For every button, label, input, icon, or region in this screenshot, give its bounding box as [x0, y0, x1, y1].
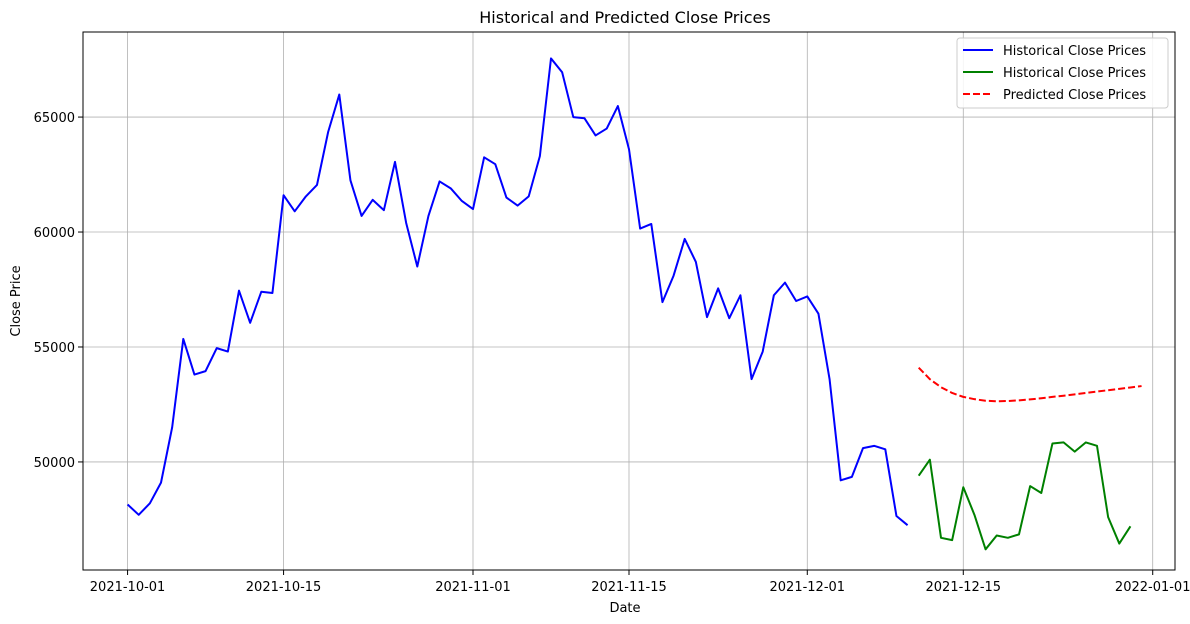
grid-lines [83, 32, 1175, 570]
x-tick-label: 2021-12-01 [770, 580, 846, 595]
x-axis-ticks: 2021-10-01 2021-10-15 2021-11-01 2021-11-15… [90, 570, 1190, 595]
legend: Historical Close Prices Historical Close … [956, 37, 1169, 109]
x-tick-label: 2021-10-01 [90, 580, 166, 595]
series-1 [126, 57, 909, 526]
legend-label: Historical Close Prices [1003, 66, 1146, 81]
x-tick-label: 2022-01-01 [1115, 580, 1190, 595]
y-axis-label: Close Price [9, 265, 24, 336]
y-axis-ticks: 50000 55000 60000 65000 [34, 111, 83, 471]
legend-box [956, 37, 1169, 109]
legend-label: Historical Close Prices [1003, 44, 1146, 59]
chart-title: Historical and Predicted Close Prices [479, 8, 770, 27]
legend-label: Predicted Close Prices [1003, 88, 1146, 103]
y-tick-label: 50000 [34, 456, 75, 471]
y-tick-label: 55000 [34, 341, 75, 356]
y-tick-label: 65000 [34, 111, 75, 126]
series-3 [917, 366, 1142, 403]
x-tick-label: 2021-10-15 [246, 580, 322, 595]
series-layer [126, 57, 1142, 551]
x-tick-label: 2021-11-01 [435, 580, 511, 595]
series-line [917, 441, 1132, 551]
y-tick-label: 60000 [34, 226, 75, 241]
x-tick-label: 2021-12-15 [926, 580, 1002, 595]
x-tick-label: 2021-11-15 [591, 580, 667, 595]
series-2 [917, 441, 1132, 551]
x-axis-label: Date [609, 601, 640, 616]
